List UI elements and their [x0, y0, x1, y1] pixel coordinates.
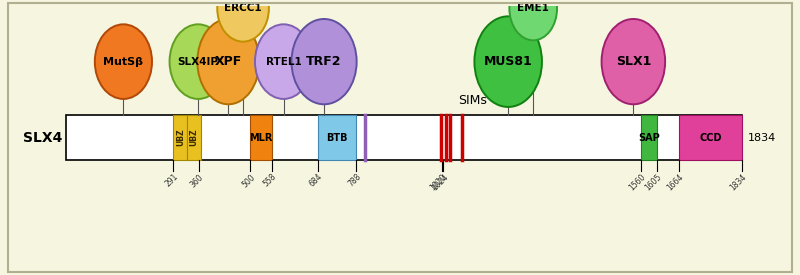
Ellipse shape [95, 24, 152, 99]
Text: SLX1: SLX1 [616, 55, 651, 68]
Ellipse shape [218, 0, 269, 42]
Text: TRF2: TRF2 [306, 55, 342, 68]
Text: ERCC1: ERCC1 [224, 3, 262, 13]
Text: 291: 291 [163, 172, 180, 189]
Text: 1664: 1664 [666, 172, 686, 192]
Ellipse shape [291, 19, 357, 104]
Text: EME1: EME1 [518, 3, 549, 13]
Text: SAP: SAP [638, 133, 660, 143]
Text: MutSβ: MutSβ [103, 57, 143, 67]
Ellipse shape [198, 19, 259, 104]
Bar [187, 115, 201, 160]
Ellipse shape [510, 0, 557, 40]
Text: 788: 788 [346, 172, 363, 189]
Text: 1020: 1020 [428, 172, 448, 192]
Bar [641, 115, 658, 160]
Bar [66, 115, 742, 160]
Text: MLR: MLR [250, 133, 273, 143]
Text: 360: 360 [189, 172, 206, 189]
Text: 684: 684 [308, 172, 325, 189]
Text: 1834: 1834 [748, 133, 776, 143]
Ellipse shape [602, 19, 665, 104]
Text: SLX4IP: SLX4IP [178, 57, 218, 67]
Text: 1834: 1834 [728, 172, 748, 192]
Ellipse shape [474, 16, 542, 107]
Text: 1605: 1605 [643, 172, 664, 192]
Ellipse shape [170, 24, 226, 99]
Text: 558: 558 [262, 172, 278, 189]
Ellipse shape [255, 24, 312, 99]
Text: BTB: BTB [326, 133, 348, 143]
Bar [174, 115, 187, 160]
Text: XPF: XPF [214, 55, 242, 68]
Text: 1560: 1560 [627, 172, 647, 192]
Text: MUS81: MUS81 [484, 55, 533, 68]
Bar [250, 115, 272, 160]
Text: CCD: CCD [699, 133, 722, 143]
Text: 1024: 1024 [430, 172, 450, 192]
Text: UBZ: UBZ [176, 129, 185, 146]
Bar [318, 115, 357, 160]
Bar [679, 115, 742, 160]
Text: SLX4: SLX4 [23, 131, 62, 145]
Text: RTEL1: RTEL1 [266, 57, 302, 67]
Text: 500: 500 [240, 172, 257, 189]
Text: UBZ: UBZ [190, 129, 198, 146]
Text: SIMs: SIMs [458, 94, 487, 107]
